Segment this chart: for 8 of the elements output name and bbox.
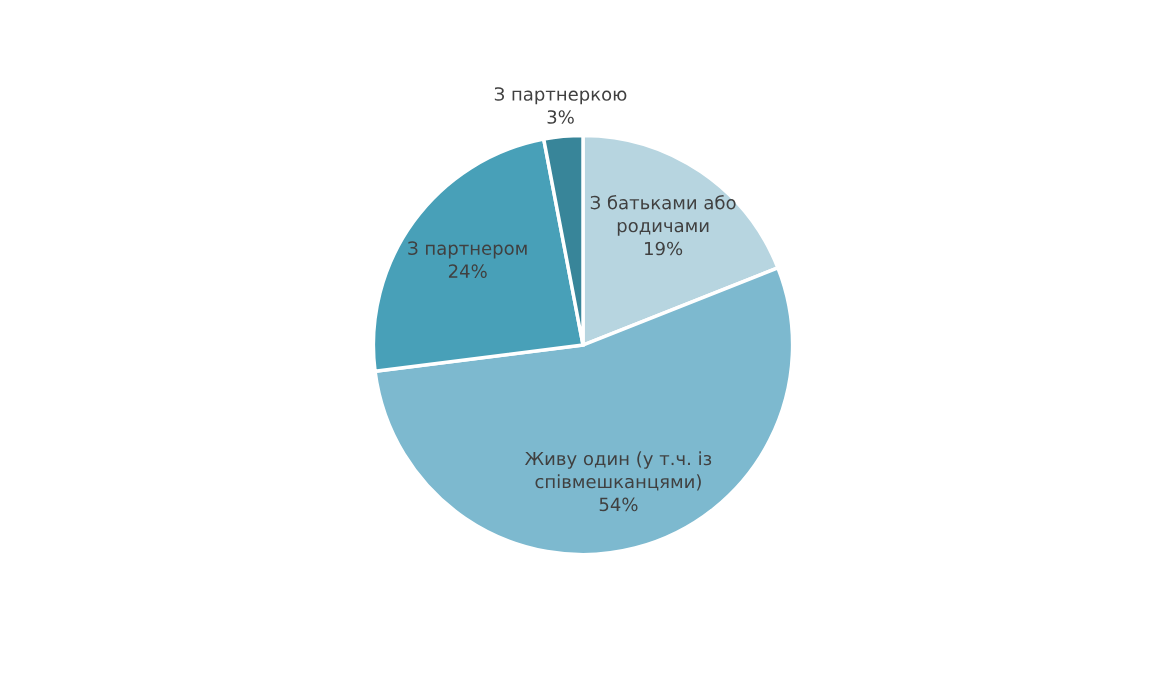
data-label: 19%	[645, 241, 683, 256]
slice-label: З партнеркою	[494, 87, 627, 105]
slice-label: Живу один (у т.ч. із співмешканцями)	[525, 451, 712, 491]
data-label: 3%	[547, 110, 574, 124]
data-label: 24%	[448, 264, 487, 278]
data-label: 54%	[599, 497, 638, 512]
slice-label: З батьками або родичами	[590, 195, 736, 236]
slice-label: З партнером	[408, 241, 527, 259]
